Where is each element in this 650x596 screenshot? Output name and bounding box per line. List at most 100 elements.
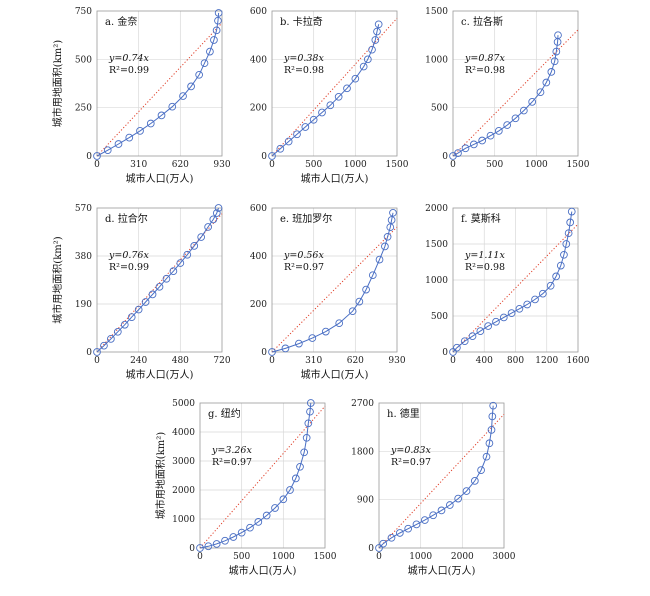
panel-label: a. 金奈 xyxy=(105,15,137,28)
data-point xyxy=(284,137,293,146)
data-point xyxy=(200,59,209,68)
data-point xyxy=(296,462,304,471)
data-point xyxy=(214,204,223,212)
data-point xyxy=(375,255,384,264)
data-point xyxy=(212,209,221,217)
data-point xyxy=(309,115,318,124)
data-point xyxy=(449,348,457,356)
data-point xyxy=(176,259,185,267)
equation-label: y=1.11x xyxy=(464,250,505,261)
panel-2: 0 200 400 600 0 500 1000 1500 b. 卡拉奇 y=0.38xR²=0.… xyxy=(250,7,409,185)
data-point xyxy=(107,335,115,343)
y-tick-label: 0 xyxy=(86,152,92,162)
data-point xyxy=(383,232,392,241)
r2-label: R²=0.97 xyxy=(391,457,431,468)
plot-frame xyxy=(452,10,579,157)
data-point xyxy=(564,229,573,238)
x-tick-label: 620 xyxy=(172,160,189,170)
panel-label: d. 拉合尔 xyxy=(105,212,148,225)
data-point xyxy=(93,152,101,160)
data-point xyxy=(552,47,561,56)
trend-line xyxy=(271,226,398,353)
data-point xyxy=(281,344,290,353)
data-point xyxy=(103,146,112,155)
data-point xyxy=(494,127,503,135)
r2-label: R²=0.97 xyxy=(284,262,324,273)
data-point xyxy=(212,540,221,548)
data-point xyxy=(389,208,397,217)
data-point xyxy=(552,272,560,281)
x-axis-title: 城市人口(万人) xyxy=(301,172,369,185)
data-point xyxy=(379,539,388,548)
data-point xyxy=(291,474,300,483)
data-point xyxy=(445,501,454,509)
data-point xyxy=(453,343,461,352)
y-axis-title: 城市用地面积(km²) xyxy=(51,236,64,323)
data-point xyxy=(334,92,343,101)
trend-line xyxy=(378,413,505,549)
data-point xyxy=(507,309,516,317)
data-point xyxy=(363,55,372,64)
x-tick-label: 0 xyxy=(94,160,100,170)
data-point xyxy=(157,111,166,120)
y-tick-label: 0 xyxy=(189,544,195,554)
data-point xyxy=(113,327,122,336)
r2-label: R²=0.99 xyxy=(109,65,149,76)
data-point xyxy=(183,250,192,259)
x-tick-label: 310 xyxy=(305,356,322,366)
x-tick-label: 620 xyxy=(347,356,364,366)
x-tick-label: 3000 xyxy=(493,552,516,562)
y-tick-label: 1800 xyxy=(351,447,374,457)
data-point xyxy=(279,495,288,504)
data-point xyxy=(169,267,178,276)
y-axis-title: 城市用地面积(km²) xyxy=(154,432,167,519)
data-point xyxy=(538,289,547,298)
trend-line xyxy=(452,29,579,157)
plot-frame xyxy=(199,402,326,549)
y-tick-label: 3000 xyxy=(172,457,195,467)
data-point xyxy=(304,419,313,428)
x-tick-label: 1000 xyxy=(409,552,432,562)
panel-label: f. 莫斯科 xyxy=(461,212,501,225)
data-point xyxy=(306,407,314,416)
data-point xyxy=(209,215,218,224)
y-tick-label: 600 xyxy=(250,204,267,214)
x-tick-label: 1500 xyxy=(567,160,590,170)
panel-5: 0 200 400 600 0 310 620 930 e. 班加罗尔 y=0.56xR²=0.9… xyxy=(250,204,406,381)
data-point xyxy=(515,304,524,313)
data-point xyxy=(195,70,204,79)
data-point xyxy=(511,114,520,123)
data-point xyxy=(368,45,376,54)
series-line xyxy=(378,405,494,549)
panel-8: 0 900 1800 2700 0 1000 2000 3000 h. 德里 y=0.83xR²=… xyxy=(351,399,516,577)
r2-label: R²=0.97 xyxy=(212,457,252,468)
x-tick-label: 0 xyxy=(269,160,275,170)
data-point xyxy=(362,285,370,294)
data-point xyxy=(146,119,155,128)
data-point xyxy=(519,106,528,115)
data-point xyxy=(125,133,134,142)
data-point xyxy=(503,121,512,129)
data-point xyxy=(523,300,532,309)
data-point xyxy=(114,140,123,148)
trend-line xyxy=(96,213,223,353)
panel-label: h. 德里 xyxy=(387,407,420,420)
plot-frame xyxy=(271,207,398,353)
y-tick-label: 0 xyxy=(442,348,448,358)
x-tick-label: 0 xyxy=(94,356,100,366)
series-line xyxy=(271,212,394,353)
panel-3: 0 500 1000 1500 0 500 1000 1500 c. 拉各斯 y=0.87xR²=… xyxy=(425,7,590,170)
y-tick-label: 2000 xyxy=(425,204,448,214)
x-tick-label: 1000 xyxy=(344,160,367,170)
x-tick-label: 500 xyxy=(305,160,322,170)
data-point xyxy=(355,297,364,306)
x-tick-label: 500 xyxy=(486,160,503,170)
x-tick-label: 2000 xyxy=(451,552,474,562)
y-tick-label: 1500 xyxy=(425,240,448,250)
data-point xyxy=(531,295,539,304)
data-point xyxy=(190,242,199,250)
data-point xyxy=(387,533,396,542)
data-point xyxy=(469,140,478,149)
equation-label: y=0.87x xyxy=(464,53,505,64)
